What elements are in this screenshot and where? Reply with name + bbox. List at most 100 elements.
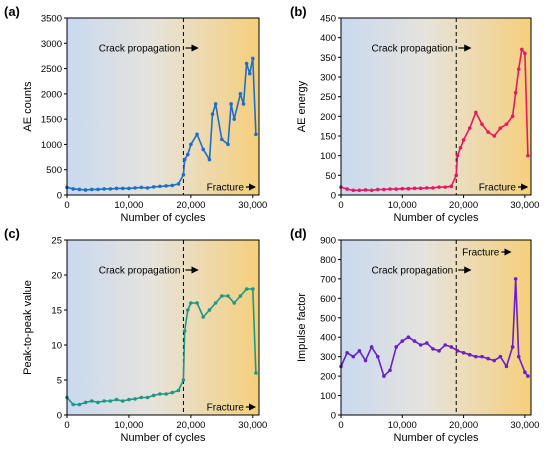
data-point: [254, 132, 258, 137]
data-point: [382, 187, 386, 192]
data-point: [526, 374, 530, 378]
data-point: [127, 397, 131, 402]
data-point: [83, 188, 88, 192]
data-point: [345, 187, 349, 191]
series-line: [66, 288, 257, 406]
plot-background: [341, 18, 531, 195]
x-tick-label: 0: [64, 200, 69, 211]
plot-background: [67, 240, 259, 415]
data-point: [207, 308, 212, 312]
y-tick-label: 100: [320, 151, 336, 162]
data-point: [176, 182, 181, 186]
y-axis-title: Peak-to-peak value: [22, 280, 34, 375]
data-point: [220, 137, 224, 142]
chart-panel: (b) 0 50 100 150 200 250 300 350 400 450 0 10,000 20,…: [290, 4, 539, 224]
data-point: [345, 350, 349, 355]
x-axis-title: Number of cycles: [394, 432, 479, 444]
data-point: [133, 186, 137, 190]
data-point: [158, 184, 162, 189]
y-tick-label: 0: [57, 411, 62, 422]
data-point: [351, 188, 356, 193]
y-tick-label: 900: [320, 236, 336, 247]
data-point: [102, 187, 106, 191]
data-point: [498, 126, 503, 130]
y-tick-label: 700: [320, 274, 336, 285]
plot-background: [341, 240, 531, 415]
data-point: [114, 397, 119, 402]
data-point: [458, 146, 463, 150]
x-axis-title: Number of cycles: [394, 212, 479, 224]
x-tick-label: 30,000: [238, 420, 267, 431]
data-point: [492, 134, 497, 138]
data-point: [357, 349, 362, 353]
data-point: [238, 294, 243, 298]
x-tick-label: 20,000: [176, 420, 205, 431]
crack-propagation-label: Crack propagation: [372, 266, 454, 277]
data-point: [443, 343, 447, 347]
data-point: [455, 349, 460, 353]
data-point: [523, 51, 527, 56]
x-axis-title: Number of cycles: [121, 432, 206, 444]
data-point: [195, 301, 199, 305]
chart-panel: (d) 0 100 200 300 400 500 600 700 800 900 0 10,000 20…: [290, 226, 539, 444]
data-point: [170, 183, 175, 188]
data-point: [77, 187, 82, 192]
y-tick-label: 1000: [41, 140, 62, 151]
data-point: [375, 354, 380, 359]
data-point: [454, 173, 459, 178]
x-tick-label: 10,000: [388, 200, 417, 211]
data-point: [425, 341, 429, 345]
data-point: [164, 392, 168, 396]
data-point: [492, 358, 497, 363]
data-point: [182, 157, 187, 162]
y-tick-label: 25: [51, 236, 62, 247]
data-point: [77, 402, 82, 407]
crack-propagation-label: Crack propagation: [372, 44, 454, 55]
data-point: [102, 399, 106, 403]
y-tick-label: 200: [320, 112, 336, 123]
data-point: [251, 56, 255, 61]
y-tick-label: 300: [320, 352, 336, 363]
data-point: [213, 102, 218, 106]
panel-label: (b): [290, 4, 307, 19]
data-point: [254, 371, 258, 375]
data-point: [96, 400, 100, 405]
data-point: [406, 335, 411, 340]
data-point: [425, 186, 429, 190]
data-point: [461, 350, 466, 355]
data-point: [431, 186, 435, 190]
data-point: [89, 187, 94, 192]
x-tick-label: 30,000: [510, 420, 539, 431]
x-tick-label: 10,000: [388, 420, 417, 431]
panel-label: (a): [4, 4, 20, 19]
plot-frame: [340, 17, 532, 196]
data-point: [382, 374, 386, 378]
x-tick-label: 30,000: [510, 200, 539, 211]
data-point: [513, 90, 518, 95]
data-point: [210, 112, 215, 116]
crack-propagation-label: Crack propagation: [99, 44, 181, 55]
fracture-label: Fracture: [207, 183, 245, 194]
y-tick-label: 2000: [41, 89, 62, 100]
data-point: [437, 185, 441, 189]
y-tick-label: 450: [320, 14, 336, 25]
data-point: [351, 354, 356, 359]
data-point: [127, 186, 131, 191]
data-point: [498, 354, 503, 359]
y-tick-label: 0: [331, 411, 336, 422]
data-point: [108, 399, 113, 403]
data-point: [145, 395, 150, 400]
data-point: [400, 186, 405, 191]
crack-propagation-label: Crack propagation: [99, 266, 181, 277]
data-point: [520, 47, 524, 52]
data-point: [388, 368, 392, 373]
data-point: [480, 122, 484, 126]
y-tick-label: 300: [320, 73, 336, 84]
panel-label: (d): [290, 226, 307, 241]
y-tick-label: 20: [51, 271, 62, 282]
data-point: [510, 114, 515, 119]
data-point: [504, 122, 509, 126]
data-point: [375, 187, 380, 192]
data-point: [185, 308, 190, 312]
